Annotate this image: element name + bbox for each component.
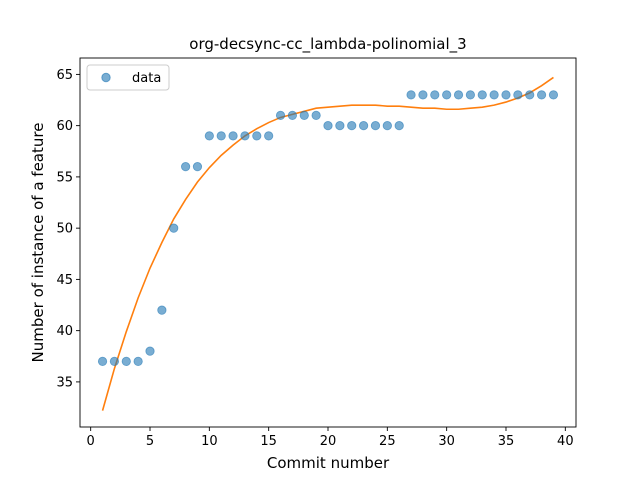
data-point	[192, 162, 203, 172]
data-point	[430, 90, 440, 100]
data-point	[97, 356, 108, 366]
chart-title: org-decsync-cc_lambda-polinomial_3	[189, 35, 466, 54]
data-point	[169, 223, 179, 233]
data-point	[275, 110, 286, 121]
y-axis-title: Number of instance of a feature	[29, 123, 47, 363]
legend-box	[86, 64, 170, 91]
legend-marker-data	[101, 72, 111, 83]
x-tick-label: 20	[320, 434, 337, 449]
x-axis-title: Commit number	[267, 454, 390, 472]
x-tick-label: 10	[201, 434, 218, 449]
legend: data	[86, 64, 170, 91]
data-point	[370, 121, 381, 131]
data-point	[335, 121, 345, 131]
y-tick-label: 60	[56, 119, 73, 134]
data-point	[181, 162, 191, 172]
data-point	[145, 346, 155, 356]
data-point	[133, 356, 143, 366]
data-point	[525, 90, 535, 100]
data-point	[394, 121, 404, 131]
data-point	[465, 90, 475, 100]
data-point	[264, 131, 274, 141]
data-point	[252, 131, 262, 141]
data-point	[442, 90, 452, 100]
x-tick-label: 35	[498, 434, 515, 449]
x-tick-label: 25	[379, 434, 396, 449]
y-tick-label: 40	[56, 324, 73, 339]
legend-label-data: data	[132, 71, 161, 86]
y-tick-label: 65	[56, 68, 73, 83]
data-point	[382, 121, 392, 131]
data-point	[121, 356, 131, 366]
data-point	[323, 121, 333, 131]
data-point	[536, 90, 547, 100]
data-point	[501, 90, 511, 100]
y-axis: 35 40 45 50 55 60 65	[56, 68, 80, 390]
data-point	[240, 131, 250, 141]
data-point	[216, 131, 226, 141]
x-tick-label: 15	[260, 434, 277, 449]
data-point	[489, 90, 499, 100]
fit-line	[101, 76, 554, 411]
y-tick-label: 35	[56, 375, 73, 390]
data-point	[418, 90, 428, 100]
data-point	[453, 90, 464, 100]
data-point	[513, 90, 523, 100]
data-point	[548, 90, 559, 100]
x-tick-label: 40	[557, 434, 574, 449]
data-point	[477, 90, 487, 100]
data-point	[109, 356, 120, 366]
plot-area	[79, 57, 577, 428]
data-point	[299, 110, 309, 121]
x-tick-label: 5	[146, 434, 154, 449]
data-point	[358, 121, 369, 131]
data-point	[228, 131, 238, 141]
data-point	[287, 110, 297, 121]
x-tick-label: 30	[438, 434, 455, 449]
x-tick-label: 0	[87, 434, 95, 449]
y-tick-label: 50	[56, 222, 73, 237]
y-tick-label: 45	[56, 273, 73, 288]
data-point	[157, 305, 167, 315]
x-axis: 0 5 10 15 20 25 30 35 40	[87, 427, 574, 449]
y-tick-label: 55	[56, 170, 73, 185]
data-point	[347, 121, 357, 131]
data-point	[311, 110, 321, 121]
data-point	[204, 131, 214, 141]
data-point	[406, 90, 416, 100]
